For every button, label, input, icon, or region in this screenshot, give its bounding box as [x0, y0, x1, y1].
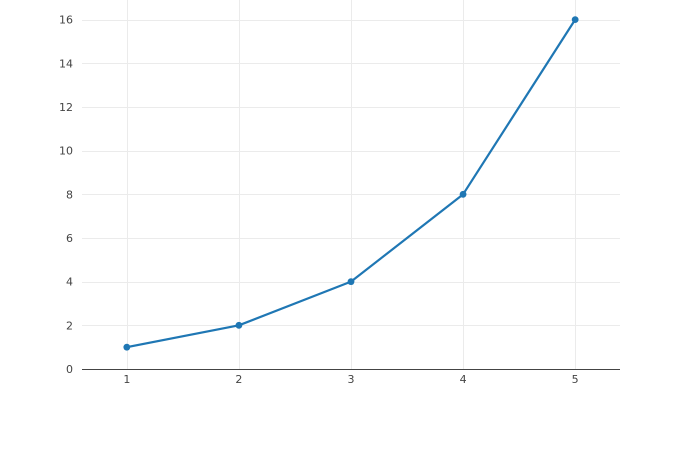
- x-tick-label: 4: [460, 373, 467, 386]
- x-axis-tick-labels: 1 2 3 4 5: [123, 373, 578, 386]
- y-tick-label: 4: [66, 276, 73, 289]
- x-tick-label: 2: [235, 373, 242, 386]
- x-tick-label: 1: [123, 373, 130, 386]
- y-tick-label: 16: [59, 14, 73, 27]
- x-gridlines-group: [127, 0, 576, 369]
- y-tick-label: 2: [66, 319, 73, 332]
- y-tick-label: 14: [59, 57, 73, 70]
- data-point-marker: [347, 278, 355, 286]
- x-tick-label: 5: [572, 373, 579, 386]
- y-tick-label: 6: [66, 232, 73, 245]
- data-point-marker: [235, 321, 243, 329]
- data-point-marker: [459, 190, 467, 198]
- x-tick-label: 3: [348, 373, 355, 386]
- data-point-marker: [123, 343, 131, 351]
- y-tick-label: 10: [59, 145, 73, 158]
- data-point-marker: [571, 16, 579, 24]
- y-tick-label: 12: [59, 101, 73, 114]
- y-axis-tick-labels: 0 2 4 6 8 10 12 14 16: [59, 14, 73, 376]
- data-series-group: [123, 16, 579, 351]
- y-tick-label: 8: [66, 188, 73, 201]
- y-tick-label: 0: [66, 363, 73, 376]
